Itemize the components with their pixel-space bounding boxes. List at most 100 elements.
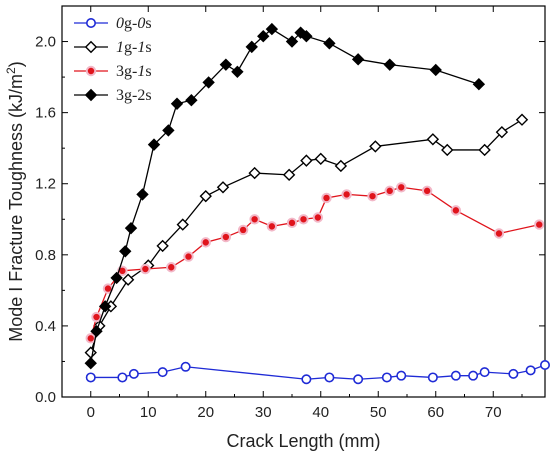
data-point xyxy=(495,125,509,139)
series-3g-2s xyxy=(84,22,486,370)
data-point xyxy=(294,26,307,39)
data-point xyxy=(124,221,138,235)
series-3g-1s xyxy=(85,182,545,344)
data-point xyxy=(176,218,189,231)
data-point xyxy=(426,133,440,146)
y-tick-label: 0.0 xyxy=(35,389,56,406)
y-tick-label: 2.0 xyxy=(35,34,56,51)
legend-label-part: g- xyxy=(124,39,137,56)
data-point xyxy=(324,372,335,383)
data-point xyxy=(301,374,312,385)
y-tick-label: 0.8 xyxy=(35,247,56,264)
data-point xyxy=(85,372,96,383)
legend-label-part: 0 xyxy=(137,15,145,32)
data-point xyxy=(128,368,139,379)
legend-entry-3g-2s: 3g-2s xyxy=(74,87,152,104)
legend-entry-3g-1s: 3g-1s xyxy=(74,63,152,80)
legend-label: 3g-2s xyxy=(116,87,152,104)
data-point xyxy=(282,168,296,182)
legend-entry-1g-1s: 1g-1s xyxy=(74,39,152,56)
data-point xyxy=(300,154,313,167)
data-point xyxy=(147,138,161,151)
data-point xyxy=(515,113,529,126)
data-point xyxy=(140,263,151,275)
data-point xyxy=(200,237,211,248)
data-point xyxy=(450,370,461,381)
data-point xyxy=(110,271,123,285)
data-point xyxy=(85,333,96,344)
data-point xyxy=(539,360,550,371)
y-axis-label-sup: 2 xyxy=(4,67,18,74)
legend-label-part: g- xyxy=(124,87,137,104)
legend-marker xyxy=(84,40,98,54)
data-point xyxy=(351,53,365,66)
data-point xyxy=(441,143,454,157)
data-point xyxy=(231,65,244,78)
legend-label-part: s xyxy=(145,15,151,32)
data-point xyxy=(219,58,233,71)
axes-frame xyxy=(61,5,546,398)
data-point xyxy=(312,212,324,223)
legend-label-part: 0 xyxy=(116,15,124,32)
data-point xyxy=(396,182,407,193)
data-point xyxy=(166,262,177,273)
legend-label-part: 3 xyxy=(116,87,124,104)
x-tick-label: 10 xyxy=(140,404,157,421)
data-point xyxy=(183,251,194,262)
legend-label-part: 1 xyxy=(137,39,145,56)
data-point xyxy=(321,192,332,204)
data-point xyxy=(286,217,298,229)
data-point xyxy=(136,188,149,201)
data-point xyxy=(185,94,198,107)
data-point xyxy=(266,221,278,232)
data-point xyxy=(525,365,536,376)
data-point xyxy=(248,166,261,180)
data-point xyxy=(369,140,382,153)
data-point xyxy=(396,370,407,381)
data-point xyxy=(170,97,184,110)
y-tick-label: 1.6 xyxy=(35,105,56,122)
data-point xyxy=(300,30,313,43)
data-point xyxy=(285,35,299,48)
legend-label-part: s xyxy=(145,39,151,56)
x-tick-label: 70 xyxy=(485,404,502,421)
data-point xyxy=(508,368,519,379)
plot-frame xyxy=(61,5,546,398)
y-axis-label-main: Mode I Fracture Toughness (kJ/m xyxy=(6,74,26,342)
legend-label: 1g-1s xyxy=(116,39,152,56)
data-point xyxy=(202,76,215,89)
data-point xyxy=(91,311,102,323)
data-point xyxy=(156,239,169,253)
data-point xyxy=(367,190,378,202)
data-point xyxy=(383,58,396,71)
data-point xyxy=(220,231,232,243)
data-point xyxy=(98,300,112,313)
data-point xyxy=(237,224,249,236)
legend-label-part: 1 xyxy=(137,63,145,80)
x-tick-label: 50 xyxy=(370,404,387,421)
legend-label-part: g- xyxy=(124,63,137,80)
data-point xyxy=(119,245,132,258)
data-point xyxy=(298,214,309,225)
data-point xyxy=(341,189,352,200)
data-point xyxy=(84,346,97,359)
data-point xyxy=(216,181,230,194)
data-point xyxy=(334,159,348,173)
data-point xyxy=(180,361,191,372)
data-point xyxy=(421,185,433,197)
x-tick-label: 60 xyxy=(427,404,444,421)
x-tick-label: 30 xyxy=(255,404,272,421)
legend-label-part: 2 xyxy=(137,87,145,104)
data-point xyxy=(117,372,128,383)
data-point xyxy=(381,372,392,383)
data-point xyxy=(323,37,336,50)
legend-marker xyxy=(86,17,97,28)
data-point xyxy=(450,205,462,216)
legend-label-part: 3 xyxy=(116,63,124,80)
y-axis-label: Mode I Fracture Toughness (kJ/m2) xyxy=(4,61,26,341)
data-point xyxy=(265,22,279,36)
data-point xyxy=(468,370,479,381)
data-point xyxy=(199,189,212,203)
